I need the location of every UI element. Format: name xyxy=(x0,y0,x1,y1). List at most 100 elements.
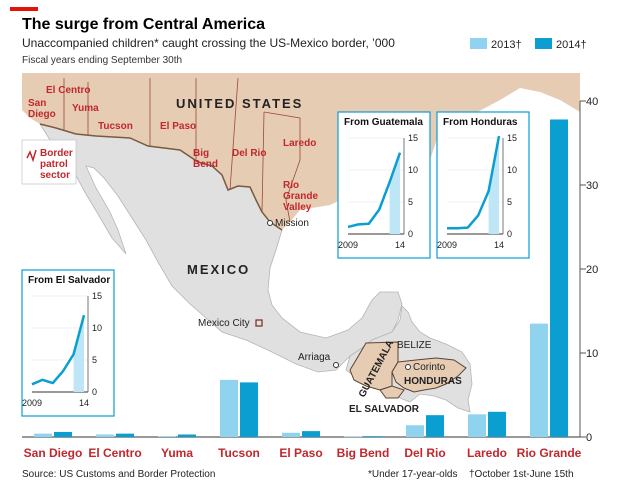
bar-big-bend-2013 xyxy=(344,436,362,438)
inset-x-tick-label: 2009 xyxy=(22,398,42,408)
label-united-states: UNITED STATES xyxy=(176,96,303,111)
inset-y-tick-label: 10 xyxy=(408,165,418,175)
inset-highlight-area xyxy=(389,152,400,234)
inset-x-tick-label: 14 xyxy=(494,240,504,250)
inset-y-tick-label: 0 xyxy=(408,229,413,239)
y-tick-label: 10 xyxy=(586,348,598,360)
bar-san-diego-2014 xyxy=(54,431,72,437)
legend-swatch-2013 xyxy=(470,38,487,49)
inset-highlight-area xyxy=(488,136,499,234)
bar-el-centro-2014 xyxy=(116,433,134,437)
legend-label-2013: 2013† xyxy=(491,39,522,51)
inset-from-el-salvador: From El Salvador 0 5 10 15 2009 14 xyxy=(21,269,115,417)
label-el-salvador: EL SALVADOR xyxy=(349,404,420,415)
map-key-box xyxy=(21,139,77,185)
chart-title: The surge from Central America xyxy=(22,16,265,33)
inset-x-tick-label: 2009 xyxy=(437,240,457,250)
bar-big-bend-2014 xyxy=(364,436,382,437)
x-category-label: Big Bend xyxy=(337,446,390,460)
y-tick-label: 20 xyxy=(586,264,598,276)
x-category-label: Yuma xyxy=(161,446,193,460)
inset-from-honduras: From Honduras 0 5 10 15 2009 14 xyxy=(436,111,530,259)
city-marker-mission xyxy=(267,220,273,226)
x-category-label: El Centro xyxy=(88,446,141,460)
main-bar-chart: 0 10 20 30 40 San Diego El Centro Yuma Tucson El … xyxy=(22,96,598,460)
bar-el-centro-2013 xyxy=(96,434,114,437)
inset-title: From Honduras xyxy=(443,117,518,128)
inset-title: From El Salvador xyxy=(28,275,110,286)
inset-series-line xyxy=(347,152,402,229)
chart-note: Fiscal years ending September 30th xyxy=(22,55,182,66)
city-label-mexico-city: Mexico City xyxy=(198,318,250,329)
inset-title: From Guatemala xyxy=(344,117,423,128)
inset-x-tick-label: 14 xyxy=(395,240,405,250)
city-marker-corinto xyxy=(405,364,411,370)
x-category-label: Rio Grande xyxy=(517,446,582,460)
map-el-salvador xyxy=(379,385,405,399)
y-tick-label: 40 xyxy=(586,96,598,108)
x-category-label: El Paso xyxy=(279,446,322,460)
inset-series-line xyxy=(447,135,501,230)
y-tick-label: 30 xyxy=(586,180,598,192)
sector-label-san-diego: San Diego xyxy=(28,98,56,120)
inset-y-tick-label: 15 xyxy=(507,133,517,143)
bar-el-paso-2013 xyxy=(282,432,300,437)
x-category-label: Laredo xyxy=(467,446,507,460)
inset-x-tick-label: 14 xyxy=(79,398,89,408)
map-key-line xyxy=(26,149,37,163)
map-border-line xyxy=(39,123,283,231)
bar-yuma-2013 xyxy=(158,436,176,437)
bar-rio-grande-2014 xyxy=(550,119,568,437)
inset-y-tick-label: 5 xyxy=(507,197,512,207)
y-tick-label: 0 xyxy=(586,432,592,444)
footnote-under-17: *Under 17-year-olds xyxy=(368,469,458,480)
bar-del-rio-2013 xyxy=(406,425,424,437)
inset-y-tick-label: 0 xyxy=(92,387,97,397)
bar-el-paso-2014 xyxy=(302,431,320,437)
inset-y-tick-label: 10 xyxy=(92,323,102,333)
inset-series-line xyxy=(31,314,86,386)
inset-y-tick-label: 0 xyxy=(507,229,512,239)
legend-swatch-2014 xyxy=(535,38,552,49)
bar-laredo-2014 xyxy=(488,411,506,437)
header-accent-bar xyxy=(10,7,38,11)
map-key-label: Border patrol sector xyxy=(40,148,76,181)
bar-yuma-2014 xyxy=(178,434,196,437)
city-marker-arriaga xyxy=(333,362,339,368)
bar-tucson-2014 xyxy=(240,382,258,437)
x-category-label: Del Rio xyxy=(404,446,445,460)
bar-del-rio-2014 xyxy=(426,415,444,437)
bar-tucson-2013 xyxy=(220,379,238,437)
map-sector-lines xyxy=(63,77,301,223)
sector-label-yuma: Yuma xyxy=(72,103,99,114)
inset-from-guatemala: From Guatemala 0 5 10 15 2009 14 xyxy=(337,111,431,259)
inset-y-tick-label: 10 xyxy=(507,165,517,175)
sector-label-el-paso: El Paso xyxy=(160,121,196,132)
inset-y-tick-label: 5 xyxy=(408,197,413,207)
inset-y-tick-label: 5 xyxy=(92,355,97,365)
city-label-mission: Mission xyxy=(275,218,309,229)
bar-san-diego-2013 xyxy=(34,433,52,437)
legend-label-2014: 2014† xyxy=(556,39,587,51)
source-note: Source: US Customs and Border Protection xyxy=(22,469,215,480)
inset-y-tick-label: 15 xyxy=(92,291,102,301)
city-label-corinto: Corinto xyxy=(413,362,446,373)
label-belize: BELIZE xyxy=(397,340,432,351)
bar-laredo-2013 xyxy=(468,414,486,437)
inset-x-tick-label: 2009 xyxy=(338,240,358,250)
bar-rio-grande-2013 xyxy=(530,323,548,437)
sector-label-big-bend: Big Bend xyxy=(193,148,218,170)
inset-highlight-area xyxy=(73,315,84,392)
inset-y-tick-label: 15 xyxy=(408,133,418,143)
x-category-label: Tucson xyxy=(218,446,260,460)
x-category-label: San Diego xyxy=(24,446,83,460)
sector-label-tucson: Tucson xyxy=(98,121,133,132)
sector-label-rio-grande-valley: Rio Grande Valley xyxy=(283,180,318,213)
city-marker-mexico-city xyxy=(255,319,263,327)
city-label-arriaga: Arriaga xyxy=(298,352,331,363)
sector-label-del-rio: Del Rio xyxy=(232,148,266,159)
chart-subtitle: Unaccompanied children* caught crossing … xyxy=(22,36,395,50)
inset-charts: From Guatemala 0 5 10 15 2009 14 From Honduras 0… xyxy=(21,111,530,417)
label-mexico: MEXICO xyxy=(187,262,250,277)
